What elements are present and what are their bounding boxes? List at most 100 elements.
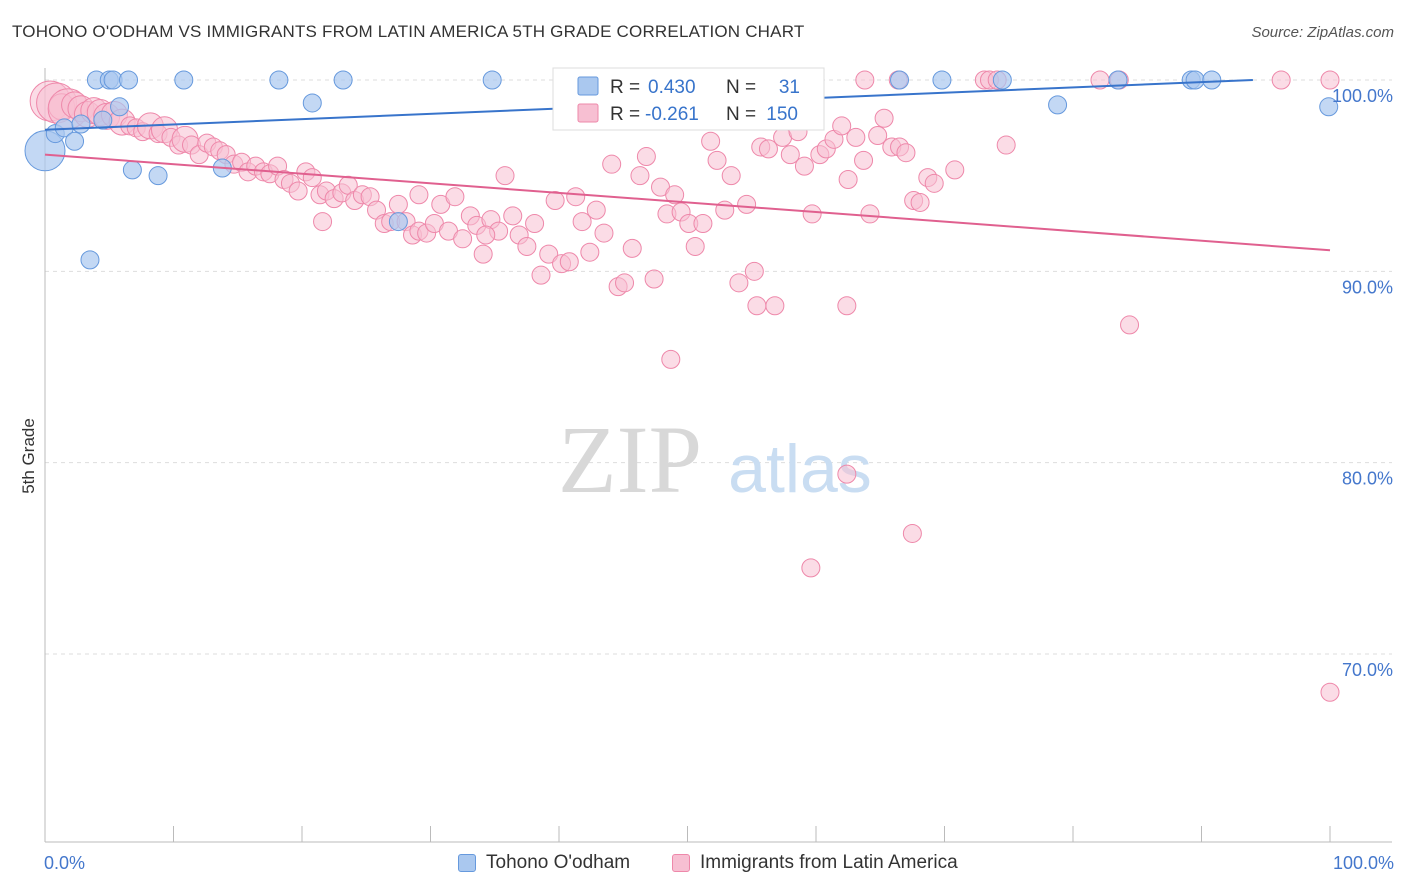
- pink-point-125: [924, 173, 944, 193]
- y-tick-label-80: 80.0%: [1342, 469, 1393, 489]
- chart-title: TOHONO O'ODHAM VS IMMIGRANTS FROM LATIN …: [12, 22, 805, 41]
- stats-r-label-1: R =: [610, 77, 640, 98]
- pink-trend-line: [44, 153, 1331, 252]
- stats-r-value-1: 0.430: [648, 77, 696, 98]
- pink-point-140: [1320, 70, 1340, 90]
- pink-point-126: [945, 160, 965, 180]
- blue-point-10: [110, 97, 130, 117]
- blue-point-23: [890, 70, 910, 90]
- pink-point-38: [302, 168, 322, 188]
- pink-point-36: [288, 181, 308, 201]
- pink-point-147: [313, 212, 333, 232]
- legend-label-tohono: Tohono O'odham: [486, 852, 631, 873]
- legend-item-tohono[interactable]: Tohono O'odham: [458, 852, 630, 874]
- pink-point-139: [1320, 682, 1340, 702]
- blue-point-11: [119, 70, 139, 90]
- pink-point-79: [594, 223, 614, 243]
- pink-point-59: [453, 229, 473, 249]
- pink-point-76: [572, 212, 592, 232]
- stats-legend-swatch-blue: [577, 76, 599, 96]
- legend-item-latin-america[interactable]: Immigrants from Latin America: [672, 852, 958, 874]
- blue-point-26: [1048, 95, 1068, 115]
- pink-point-136: [902, 523, 922, 543]
- pink-point-62: [473, 244, 493, 264]
- stats-legend: R = 0.430 N = 31 R = -0.261 N = 150: [552, 67, 825, 131]
- pink-point-68: [517, 236, 537, 256]
- pink-point-58: [445, 187, 465, 207]
- pink-point-138: [661, 349, 681, 369]
- pink-point-102: [758, 139, 778, 159]
- pink-point-131: [855, 70, 875, 90]
- stats-n-label-2: N =: [726, 104, 756, 125]
- stats-legend-swatch-pink: [577, 103, 599, 123]
- pink-point-77: [580, 242, 600, 262]
- pink-point-75: [566, 187, 586, 207]
- pink-point-121: [896, 143, 916, 163]
- pink-point-113: [838, 169, 858, 189]
- pink-point-69: [525, 214, 545, 233]
- stats-n-value-2: 150: [766, 104, 798, 125]
- pink-point-107: [794, 156, 814, 176]
- pink-point-86: [644, 269, 664, 289]
- pink-point-123: [910, 192, 930, 212]
- axes: [44, 68, 1392, 843]
- pink-point-129: [996, 135, 1016, 155]
- blue-point-16: [269, 70, 289, 90]
- pink-point-134: [1120, 315, 1140, 335]
- pink-point-116: [860, 204, 880, 224]
- pink-point-93: [693, 214, 713, 233]
- pink-point-149: [409, 185, 429, 205]
- blue-point-13: [148, 166, 168, 186]
- blue-point-29: [1185, 70, 1205, 90]
- pink-point-141: [1271, 70, 1291, 90]
- legend-swatch-blue: [458, 854, 476, 872]
- pink-point-145: [747, 296, 767, 316]
- y-tick-label-70: 70.0%: [1342, 660, 1393, 680]
- blue-point-31: [1319, 97, 1339, 117]
- stats-n-label-1: N =: [726, 77, 756, 98]
- pink-point-72: [545, 191, 565, 211]
- pink-point-146: [837, 296, 857, 316]
- pink-point-92: [685, 236, 705, 256]
- pink-point-65: [495, 166, 515, 186]
- pink-point-100: [744, 261, 764, 281]
- blue-point-5: [80, 250, 100, 270]
- pink-point-98: [729, 273, 749, 293]
- pink-point-85: [636, 147, 656, 167]
- pink-point-83: [622, 238, 642, 258]
- blue-point-19: [388, 212, 408, 232]
- y-axis-label: 5th Grade: [19, 418, 38, 494]
- pink-point-94: [701, 131, 721, 151]
- watermark-zip: ZIP: [558, 406, 702, 513]
- pink-point-108: [802, 204, 822, 224]
- pink-point-82: [615, 273, 635, 293]
- pink-point-105: [780, 145, 800, 165]
- pink-point-66: [503, 206, 523, 226]
- pink-point-99: [737, 194, 757, 214]
- blue-point-7: [93, 110, 113, 130]
- bottom-legend: Tohono O'odham Immigrants from Latin Ame…: [0, 852, 1406, 878]
- pink-point-78: [586, 200, 606, 220]
- pink-point-115: [854, 150, 874, 170]
- y-tick-label-100: 100.0%: [1332, 86, 1393, 106]
- blue-point-12: [122, 160, 142, 180]
- blue-point-30: [1202, 70, 1222, 90]
- stats-n-value-1: 31: [779, 77, 800, 98]
- stats-r-value-2: -0.261: [645, 104, 699, 125]
- pink-point-137: [801, 558, 821, 578]
- pink-point-117: [868, 125, 888, 145]
- blue-point-18: [333, 70, 353, 90]
- blue-point-3: [65, 131, 85, 151]
- source-label: Source: ZipAtlas.com: [1251, 24, 1394, 41]
- watermark: ZIP atlas: [558, 406, 872, 513]
- pink-point-70: [531, 265, 551, 285]
- pink-point-114: [846, 127, 866, 147]
- pink-point-118: [874, 108, 894, 128]
- blue-series-points: [24, 70, 1339, 270]
- stats-r-label-2: R =: [610, 104, 640, 125]
- legend-label-latin-america: Immigrants from Latin America: [700, 852, 958, 873]
- blue-point-4: [71, 114, 91, 134]
- pink-point-148: [476, 225, 496, 245]
- y-tick-labels: 70.0% 80.0% 90.0% 100.0%: [1332, 86, 1393, 680]
- blue-point-25: [992, 70, 1012, 90]
